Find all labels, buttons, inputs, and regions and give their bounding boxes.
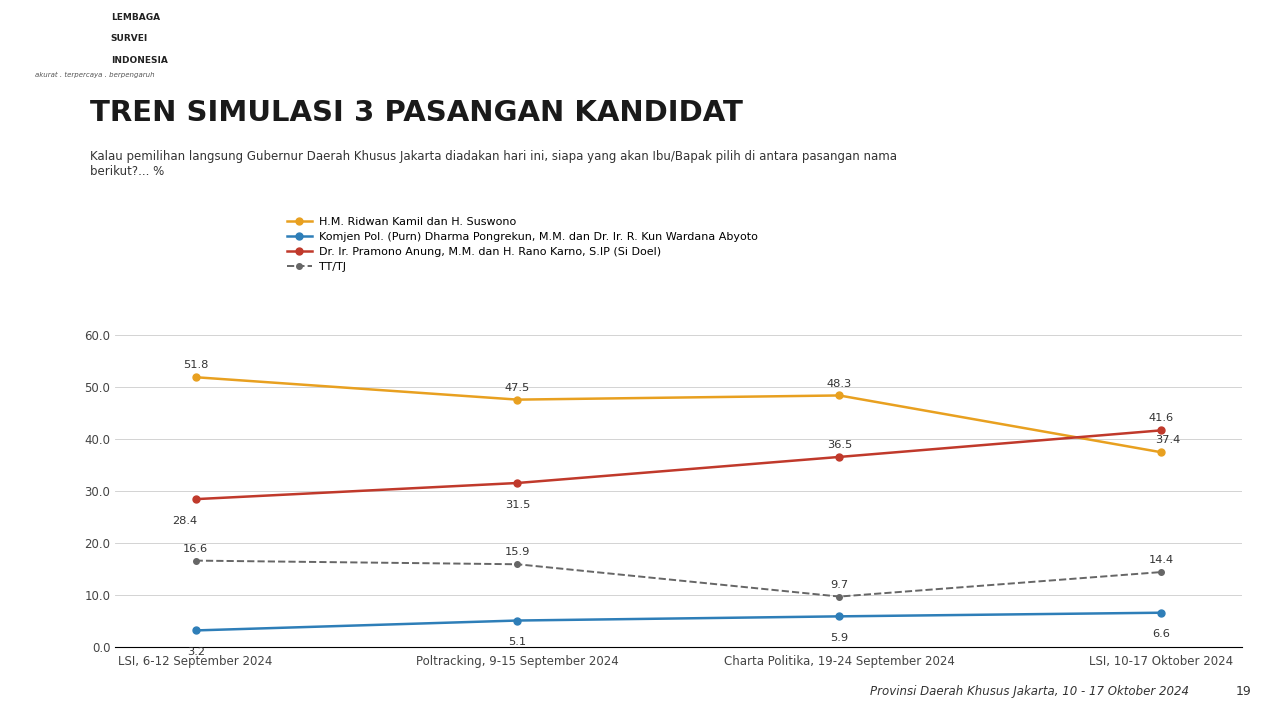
Text: 16.6: 16.6 [183, 544, 209, 554]
Text: 31.5: 31.5 [504, 500, 530, 510]
Text: akurat . terpercaya . berpengaruh: akurat . terpercaya . berpengaruh [35, 72, 155, 78]
Text: TREN SIMULASI 3 PASANGAN KANDIDAT: TREN SIMULASI 3 PASANGAN KANDIDAT [90, 99, 742, 127]
Text: 5.1: 5.1 [508, 637, 526, 647]
Text: 9.7: 9.7 [831, 580, 849, 590]
Text: 14.4: 14.4 [1148, 555, 1174, 565]
Legend: H.M. Ridwan Kamil dan H. Suswono, Komjen Pol. (Purn) Dharma Pongrekun, M.M. dan : H.M. Ridwan Kamil dan H. Suswono, Komjen… [287, 217, 758, 272]
Text: 28.4: 28.4 [172, 516, 197, 526]
Text: INDONESIA: INDONESIA [111, 55, 168, 65]
Text: 47.5: 47.5 [504, 383, 530, 393]
Text: 15.9: 15.9 [504, 547, 530, 557]
Text: 19: 19 [1235, 684, 1251, 698]
Text: 48.3: 48.3 [827, 378, 852, 388]
Text: SURVEI: SURVEI [111, 35, 148, 43]
Text: 37.4: 37.4 [1156, 435, 1180, 445]
Text: 36.5: 36.5 [827, 440, 852, 450]
Text: LEMBAGA: LEMBAGA [111, 14, 160, 22]
Text: 6.6: 6.6 [1152, 629, 1170, 639]
Text: 3.2: 3.2 [187, 647, 205, 657]
Text: 51.8: 51.8 [183, 360, 209, 370]
Text: Kalau pemilihan langsung Gubernur Daerah Khusus Jakarta diadakan hari ini, siapa: Kalau pemilihan langsung Gubernur Daerah… [90, 150, 896, 178]
Text: 5.9: 5.9 [831, 633, 849, 643]
Text: Provinsi Daerah Khusus Jakarta, 10 - 17 Oktober 2024: Provinsi Daerah Khusus Jakarta, 10 - 17 … [870, 684, 1189, 698]
Text: 41.6: 41.6 [1148, 413, 1174, 423]
